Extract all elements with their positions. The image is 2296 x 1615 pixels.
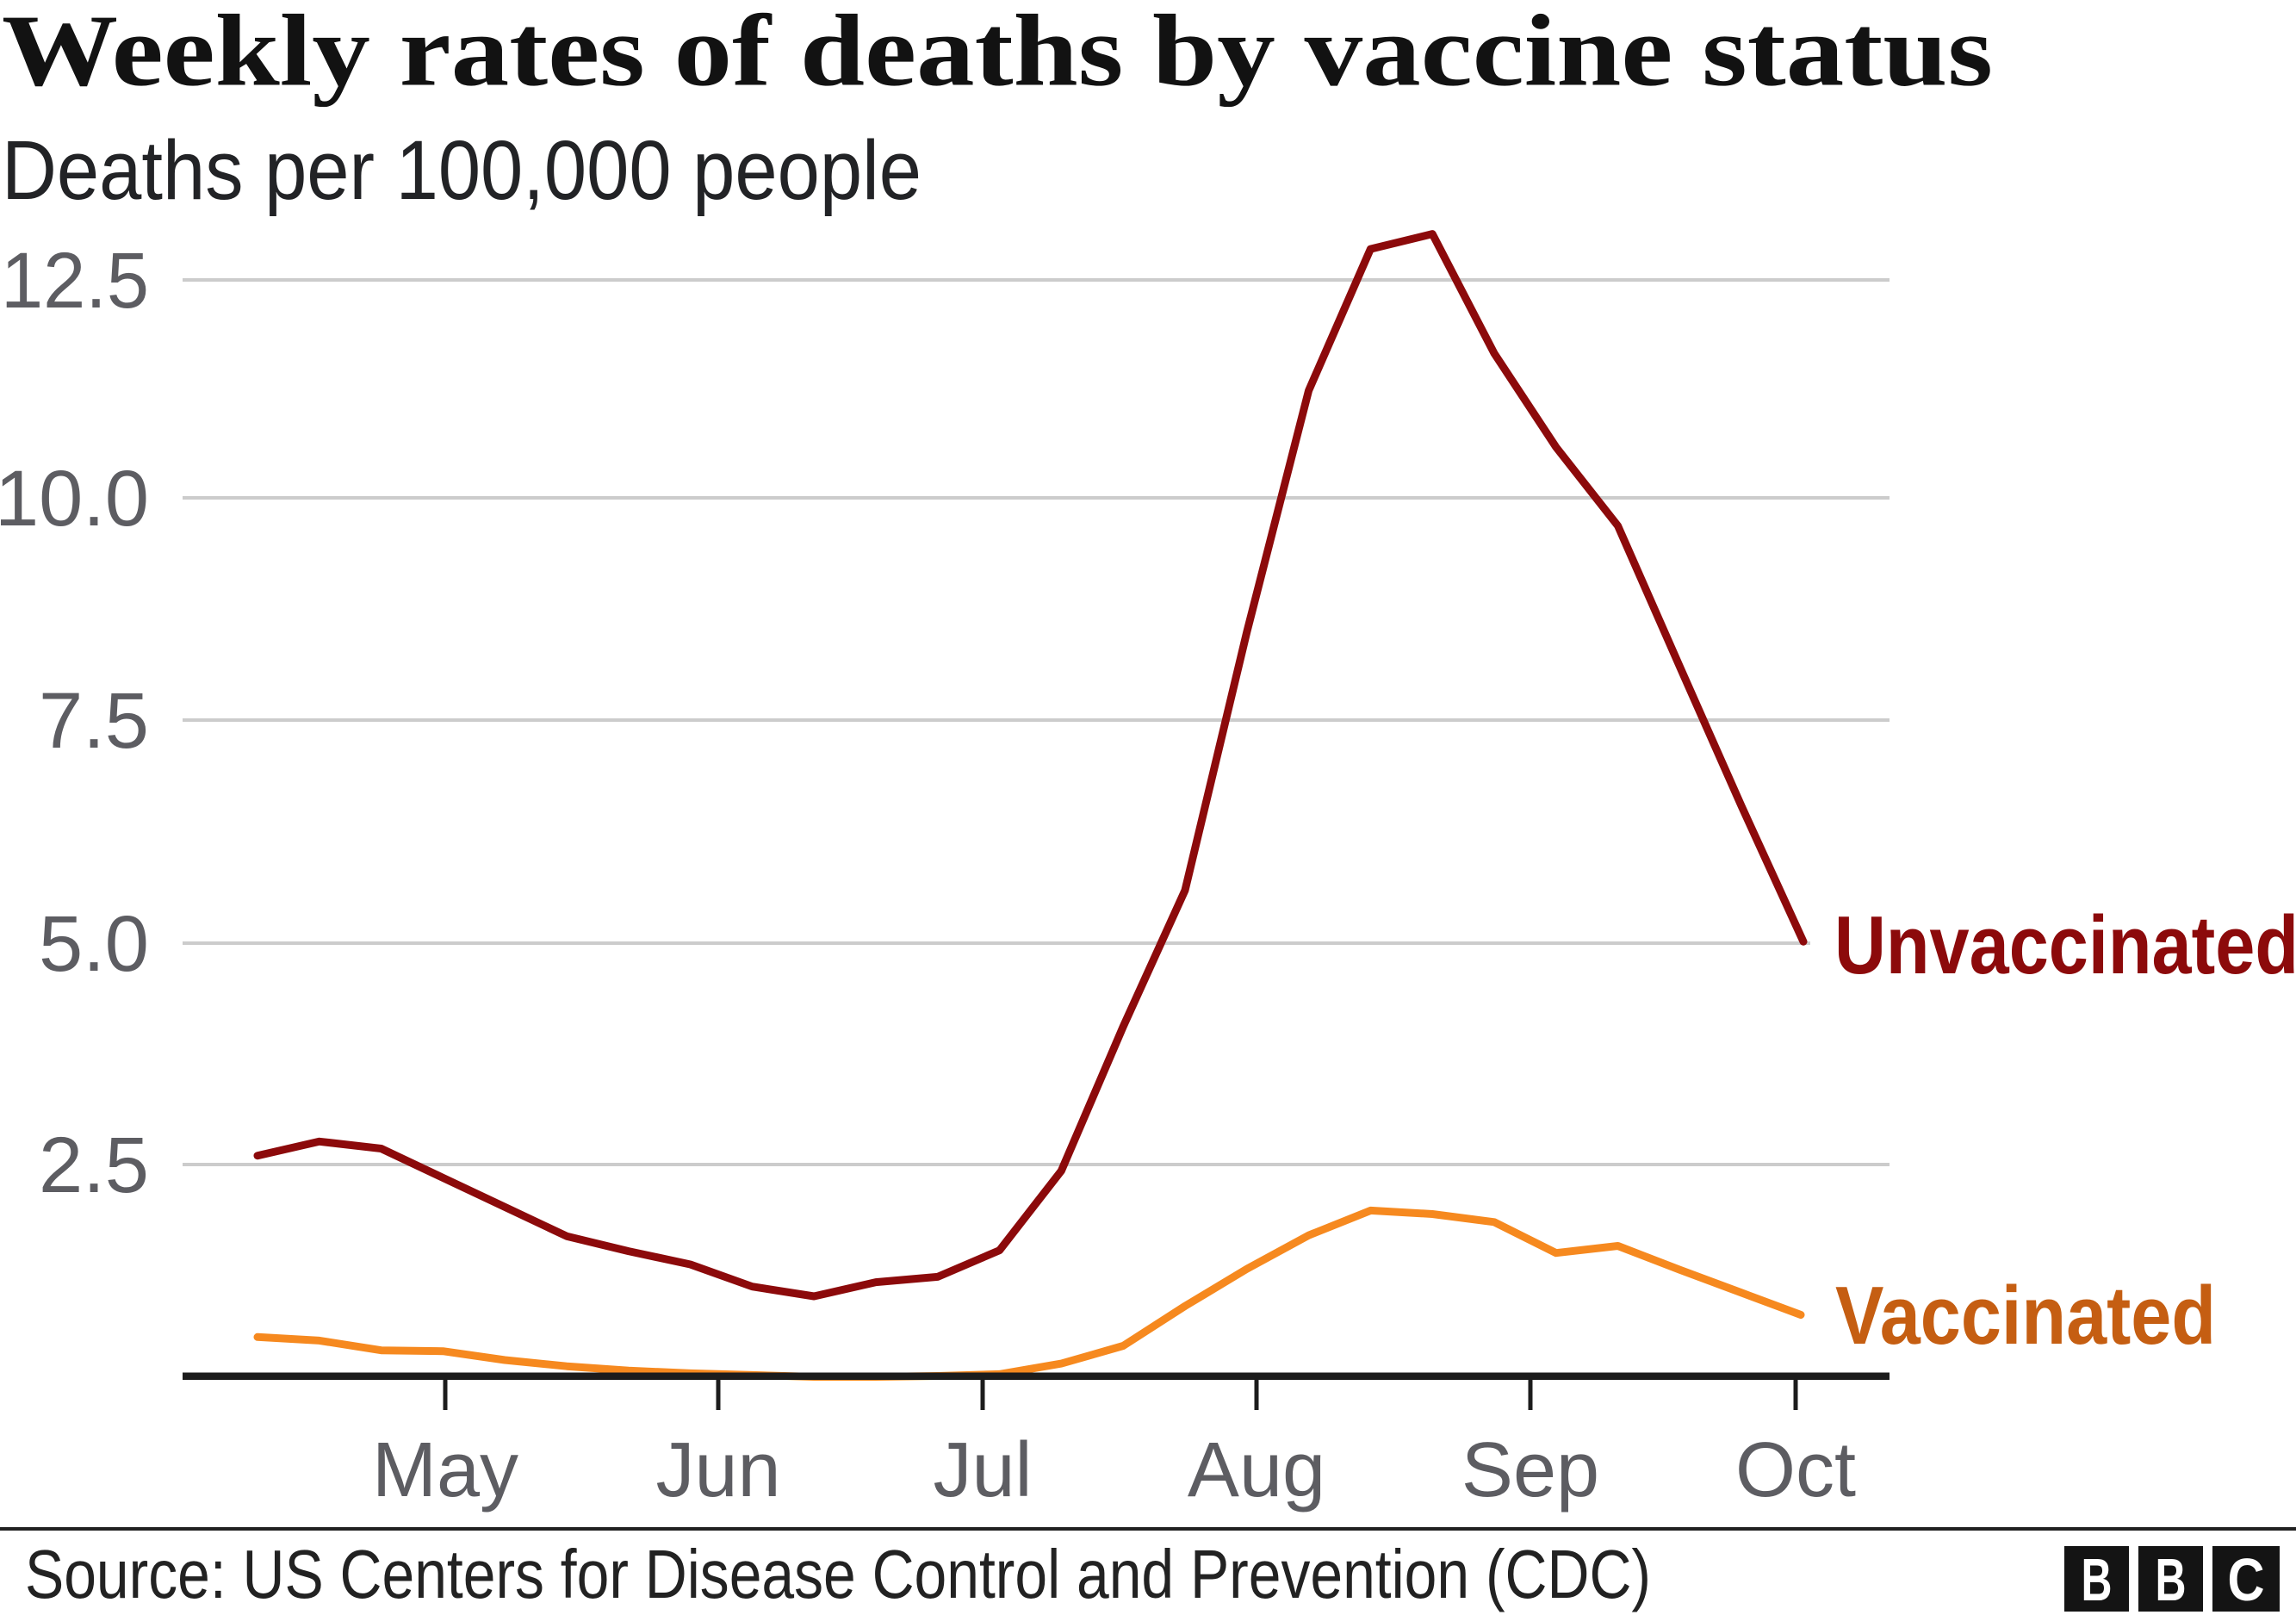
svg-text:B: B	[2156, 1546, 2187, 1613]
svg-text:May: May	[372, 1427, 518, 1513]
svg-text:Weekly rates of deaths by vacc: Weekly rates of deaths by vaccine status	[2, 0, 1993, 108]
svg-text:Unvaccinated: Unvaccinated	[1834, 899, 2296, 991]
svg-text:5.0: 5.0	[39, 900, 149, 988]
svg-text:7.5: 7.5	[39, 677, 149, 765]
svg-text:B: B	[2082, 1546, 2113, 1613]
svg-text:C: C	[2228, 1546, 2265, 1613]
svg-text:Deaths per 100,000 people: Deaths per 100,000 people	[2, 123, 922, 217]
svg-text:2.5: 2.5	[39, 1121, 149, 1209]
svg-text:Sep: Sep	[1461, 1427, 1599, 1513]
svg-text:Vaccinated: Vaccinated	[1835, 1270, 2216, 1362]
svg-text:Aug: Aug	[1188, 1427, 1325, 1513]
svg-text:12.5: 12.5	[1, 237, 149, 325]
svg-text:Jun: Jun	[655, 1427, 780, 1513]
svg-text:Oct: Oct	[1735, 1427, 1856, 1513]
svg-text:Source: US Centers for Disease: Source: US Centers for Disease Control a…	[25, 1536, 1651, 1612]
svg-text:10.0: 10.0	[0, 455, 149, 543]
svg-text:Jul: Jul	[933, 1427, 1032, 1513]
